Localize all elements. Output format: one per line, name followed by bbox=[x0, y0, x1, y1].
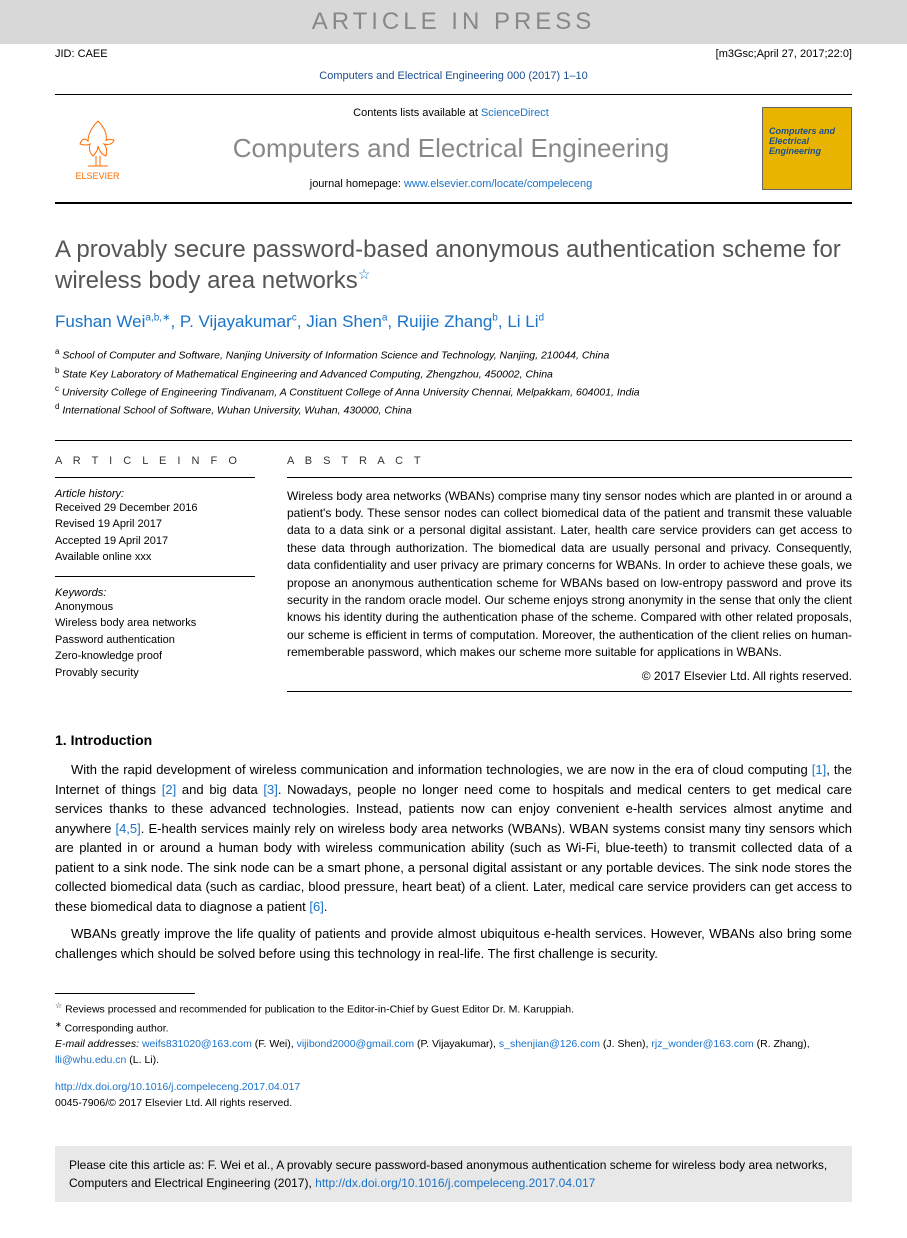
masthead-center: Contents lists available at ScienceDirec… bbox=[140, 107, 762, 190]
doi-link[interactable]: http://dx.doi.org/10.1016/j.compeleceng.… bbox=[55, 1081, 300, 1093]
email-link[interactable]: vijibond2000@gmail.com bbox=[297, 1038, 414, 1050]
divider bbox=[55, 477, 255, 478]
contents-line: Contents lists available at ScienceDirec… bbox=[353, 107, 549, 119]
abstract-label: A B S T R A C T bbox=[287, 455, 852, 467]
author: P. Vijayakumar bbox=[180, 312, 292, 331]
author: Jian Shen bbox=[306, 312, 382, 331]
author: Li Li bbox=[507, 312, 538, 331]
divider bbox=[287, 691, 852, 692]
author: Ruijie Zhang bbox=[397, 312, 492, 331]
cite-doi-link[interactable]: http://dx.doi.org/10.1016/j.compeleceng.… bbox=[315, 1176, 595, 1190]
journal-cover-thumb: Computers and Electrical Engineering bbox=[762, 107, 852, 190]
ref-link[interactable]: [4,5] bbox=[115, 821, 140, 836]
divider bbox=[287, 477, 852, 478]
info-abstract-row: A R T I C L E I N F O Article history: R… bbox=[55, 440, 852, 693]
press-banner: ARTICLE IN PRESS bbox=[0, 0, 907, 44]
history-item: Revised 19 April 2017 bbox=[55, 516, 255, 533]
section-heading: 1. Introduction bbox=[55, 732, 852, 748]
sciencedirect-link[interactable]: ScienceDirect bbox=[481, 107, 549, 119]
divider bbox=[55, 576, 255, 577]
info-label: A R T I C L E I N F O bbox=[55, 455, 255, 467]
history-item: Available online xxx bbox=[55, 549, 255, 566]
jid-row: JID: CAEE [m3Gsc;April 27, 2017;22:0] bbox=[0, 44, 907, 64]
keyword: Provably security bbox=[55, 665, 255, 682]
author: Fushan Wei bbox=[55, 312, 145, 331]
cover-title: Computers and Electrical Engineering bbox=[763, 108, 851, 160]
author-list: Fushan Weia,b,∗, P. Vijayakumarc, Jian S… bbox=[55, 312, 852, 332]
ref-link[interactable]: [2] bbox=[162, 782, 176, 797]
affiliation: b State Key Laboratory of Mathematical E… bbox=[55, 365, 852, 383]
history-item: Accepted 19 April 2017 bbox=[55, 533, 255, 550]
email-link[interactable]: weifs831020@163.com bbox=[142, 1038, 252, 1050]
footnote-corresponding: ∗ Corresponding author. bbox=[55, 1019, 852, 1037]
elsevier-tree-icon bbox=[68, 116, 128, 171]
keyword: Anonymous bbox=[55, 599, 255, 616]
jid-label: JID: CAEE bbox=[55, 48, 108, 60]
issn-line: 0045-7906/© 2017 Elsevier Ltd. All right… bbox=[55, 1096, 852, 1112]
affiliations: a School of Computer and Software, Nanji… bbox=[55, 346, 852, 419]
history-item: Received 29 December 2016 bbox=[55, 500, 255, 517]
body-paragraph: WBANs greatly improve the life quality o… bbox=[55, 924, 852, 963]
email-link[interactable]: lli@whu.edu.cn bbox=[55, 1054, 126, 1066]
mark-label: [m3Gsc;April 27, 2017;22:0] bbox=[716, 48, 852, 60]
keyword: Zero-knowledge proof bbox=[55, 648, 255, 665]
ref-link[interactable]: [3] bbox=[263, 782, 277, 797]
main-content: A provably secure password-based anonymo… bbox=[0, 204, 907, 1132]
article-title: A provably secure password-based anonymo… bbox=[55, 234, 852, 296]
elsevier-text: ELSEVIER bbox=[75, 171, 119, 181]
cite-box: Please cite this article as: F. Wei et a… bbox=[55, 1146, 852, 1202]
footnote-review: ☆ Reviews processed and recommended for … bbox=[55, 1000, 852, 1018]
copyright: © 2017 Elsevier Ltd. All rights reserved… bbox=[287, 669, 852, 683]
elsevier-logo: ELSEVIER bbox=[55, 107, 140, 190]
affiliation: d International School of Software, Wuha… bbox=[55, 401, 852, 419]
footnote-rule bbox=[55, 993, 195, 994]
masthead: ELSEVIER Contents lists available at Sci… bbox=[55, 94, 852, 204]
keyword: Wireless body area networks bbox=[55, 615, 255, 632]
abstract-text: Wireless body area networks (WBANs) comp… bbox=[287, 488, 852, 662]
citation-header: Computers and Electrical Engineering 000… bbox=[0, 64, 907, 94]
footnote-emails: E-mail addresses: weifs831020@163.com (F… bbox=[55, 1037, 852, 1069]
homepage-line: journal homepage: www.elsevier.com/locat… bbox=[310, 178, 593, 190]
email-link[interactable]: rjz_wonder@163.com bbox=[651, 1038, 753, 1050]
title-star-icon: ☆ bbox=[358, 266, 371, 282]
keyword: Password authentication bbox=[55, 632, 255, 649]
doi-block: http://dx.doi.org/10.1016/j.compeleceng.… bbox=[55, 1080, 852, 1112]
email-link[interactable]: s_shenjian@126.com bbox=[499, 1038, 600, 1050]
affiliation: a School of Computer and Software, Nanji… bbox=[55, 346, 852, 364]
star-icon: ☆ bbox=[55, 1001, 62, 1010]
journal-name: Computers and Electrical Engineering bbox=[233, 133, 669, 164]
ref-link[interactable]: [6] bbox=[309, 899, 323, 914]
abstract: A B S T R A C T Wireless body area netwo… bbox=[287, 440, 852, 693]
body-paragraph: With the rapid development of wireless c… bbox=[55, 760, 852, 916]
keywords-label: Keywords: bbox=[55, 587, 255, 599]
history-label: Article history: bbox=[55, 488, 255, 500]
homepage-link[interactable]: www.elsevier.com/locate/compeleceng bbox=[404, 178, 592, 190]
article-info: A R T I C L E I N F O Article history: R… bbox=[55, 441, 255, 693]
ref-link[interactable]: [1] bbox=[812, 762, 826, 777]
affiliation: c University College of Engineering Tind… bbox=[55, 383, 852, 401]
